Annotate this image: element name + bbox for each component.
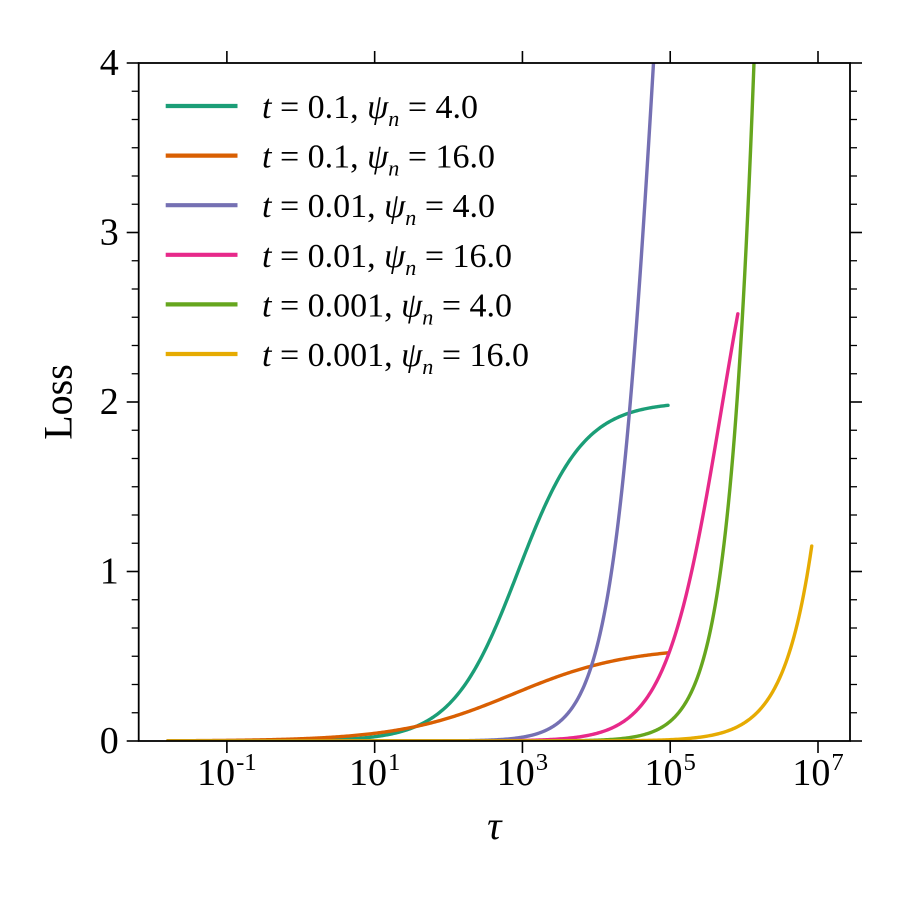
svg-text:t = 0.001, ψn = 4.0: t = 0.001, ψn = 4.0	[262, 287, 512, 329]
svg-text:Loss: Loss	[36, 364, 81, 440]
svg-text:t = 0.01, ψn = 16.0: t = 0.01, ψn = 16.0	[262, 238, 512, 280]
svg-text:0: 0	[100, 720, 119, 762]
svg-text:t = 0.001, ψn = 16.0: t = 0.001, ψn = 16.0	[262, 337, 529, 379]
svg-text:1: 1	[100, 551, 119, 593]
svg-text:2: 2	[100, 381, 119, 423]
svg-text:τ: τ	[487, 803, 503, 848]
svg-text:3: 3	[100, 212, 119, 254]
svg-text:4: 4	[100, 42, 119, 84]
svg-text:t = 0.1, ψn = 16.0: t = 0.1, ψn = 16.0	[262, 139, 495, 181]
svg-text:t = 0.01, ψn = 4.0: t = 0.01, ψn = 4.0	[262, 188, 495, 230]
svg-text:t = 0.1, ψn = 4.0: t = 0.1, ψn = 4.0	[262, 89, 478, 131]
